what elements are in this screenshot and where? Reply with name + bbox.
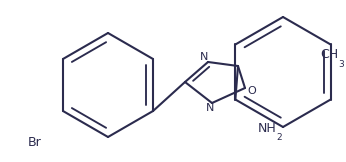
Text: N: N (206, 103, 214, 113)
Text: CH: CH (320, 48, 338, 62)
Text: NH: NH (258, 122, 277, 134)
Text: 2: 2 (276, 133, 282, 142)
Text: Br: Br (28, 137, 42, 150)
Text: 3: 3 (338, 60, 344, 69)
Text: N: N (200, 52, 208, 62)
Text: O: O (248, 86, 256, 96)
